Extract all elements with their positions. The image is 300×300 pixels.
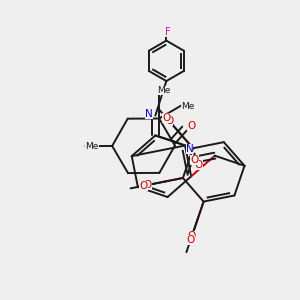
Text: O: O — [139, 181, 148, 191]
Text: O: O — [165, 116, 173, 126]
Text: N: N — [186, 143, 194, 154]
Text: O: O — [143, 180, 152, 190]
Text: O: O — [194, 160, 203, 170]
Text: Me: Me — [158, 86, 171, 95]
Text: Me: Me — [85, 142, 99, 151]
Text: O: O — [187, 121, 195, 131]
Text: Me: Me — [181, 102, 194, 111]
Text: O: O — [162, 113, 171, 123]
Text: O: O — [188, 231, 196, 241]
Text: N: N — [145, 109, 153, 119]
Text: O: O — [190, 155, 199, 165]
Text: F: F — [165, 27, 171, 37]
Text: O: O — [187, 235, 195, 245]
